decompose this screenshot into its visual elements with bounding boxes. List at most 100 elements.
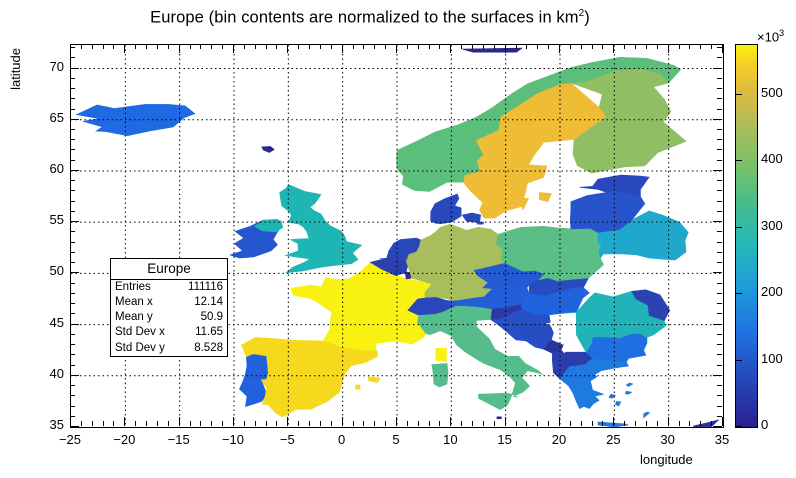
x-axis-tick-label: 0 bbox=[338, 432, 346, 447]
color-scale-bar bbox=[735, 44, 758, 428]
y-axis-tick-label: 60 bbox=[49, 160, 64, 176]
x-axis-label: longitude bbox=[640, 452, 693, 467]
statistics-key: Mean x bbox=[115, 295, 153, 308]
map-region-bosnia bbox=[512, 322, 554, 350]
y-axis-tick bbox=[70, 221, 79, 223]
x-axis-tick-top bbox=[656, 44, 658, 49]
x-axis-tick-label: −25 bbox=[58, 432, 82, 447]
statistics-key: Std Dev x bbox=[115, 326, 165, 339]
x-axis-tick-top bbox=[722, 44, 723, 53]
statistics-row: Mean y 50.9 bbox=[111, 310, 227, 325]
x-axis-tick-top bbox=[243, 44, 245, 49]
map-region-denmark bbox=[477, 221, 485, 225]
y-axis-tick-right bbox=[717, 210, 722, 212]
x-axis-tick-top bbox=[70, 44, 71, 53]
europe-choropleth-map bbox=[75, 47, 720, 427]
x-axis-tick-top bbox=[700, 44, 702, 49]
y-axis-tick bbox=[70, 47, 75, 49]
map-region-italy bbox=[478, 392, 513, 410]
x-axis-tick-top bbox=[537, 44, 539, 49]
y-axis-tick bbox=[70, 374, 79, 376]
x-axis-tick bbox=[700, 421, 702, 426]
map-region-finland bbox=[570, 68, 687, 174]
color-scale-tick-label: 300 bbox=[761, 217, 783, 233]
y-axis-tick bbox=[70, 129, 75, 130]
x-axis-tick bbox=[276, 421, 278, 426]
map-region-italy bbox=[417, 305, 543, 398]
x-axis-tick-label: −20 bbox=[113, 432, 136, 447]
y-axis-tick bbox=[70, 159, 75, 161]
map-region-norway bbox=[396, 56, 682, 192]
y-axis-tick-right bbox=[713, 272, 722, 274]
y-axis-tick-right bbox=[717, 262, 722, 264]
x-axis-tick-top bbox=[265, 44, 267, 49]
y-axis-tick-right bbox=[717, 364, 722, 366]
x-axis-tick-label: 25 bbox=[606, 432, 621, 447]
x-axis-tick-label: −5 bbox=[279, 432, 295, 447]
x-axis-tick bbox=[80, 421, 82, 426]
x-axis-tick-top bbox=[602, 44, 604, 49]
y-axis-tick-label: 35 bbox=[49, 417, 64, 432]
map-region-united-kingdom bbox=[254, 219, 284, 233]
y-axis-tick-right bbox=[717, 57, 722, 59]
x-axis-tick bbox=[189, 421, 191, 426]
y-axis-tick-right bbox=[717, 47, 722, 49]
x-axis-tick-top bbox=[319, 44, 321, 49]
y-axis-tick-right bbox=[717, 139, 722, 141]
x-axis-tick-top bbox=[613, 44, 615, 53]
x-axis-tick bbox=[233, 417, 234, 426]
map-region-greece bbox=[608, 393, 617, 399]
x-axis-tick bbox=[537, 421, 539, 426]
y-axis-tick bbox=[70, 333, 75, 335]
color-scale-tick bbox=[735, 226, 742, 228]
color-scale-tick-label: 500 bbox=[761, 84, 783, 100]
x-axis-tick bbox=[178, 417, 180, 426]
y-axis-tick-right bbox=[717, 98, 722, 100]
x-axis-tick bbox=[102, 421, 104, 426]
y-axis-tick bbox=[70, 323, 79, 325]
y-axis-tick bbox=[70, 415, 75, 417]
x-axis-tick bbox=[254, 421, 256, 426]
y-axis-tick-right bbox=[717, 129, 722, 130]
x-axis-tick-top bbox=[374, 44, 376, 49]
x-axis-tick bbox=[309, 421, 311, 426]
map-region-sweden bbox=[520, 197, 529, 211]
map-region-greece bbox=[615, 401, 622, 407]
y-axis-tick-right bbox=[717, 88, 722, 90]
y-axis-tick-right bbox=[717, 385, 722, 387]
y-axis-tick bbox=[70, 57, 75, 59]
color-scale-tick bbox=[735, 293, 742, 295]
x-axis-tick-top bbox=[504, 44, 506, 53]
y-axis-tick-right bbox=[713, 323, 722, 325]
x-axis-tick-top bbox=[156, 44, 158, 49]
x-axis-tick-label: 20 bbox=[551, 432, 567, 447]
y-axis-tick-right bbox=[717, 313, 722, 315]
y-axis-tick-right bbox=[713, 169, 722, 171]
y-axis-tick bbox=[70, 282, 75, 284]
x-axis-tick bbox=[580, 421, 582, 426]
y-axis-tick-label: 55 bbox=[49, 212, 64, 228]
y-axis-tick bbox=[70, 88, 75, 90]
x-axis-tick bbox=[711, 421, 713, 426]
x-axis-tick bbox=[569, 421, 571, 426]
x-axis-tick-top bbox=[678, 44, 680, 49]
x-axis-tick-top bbox=[211, 44, 213, 49]
x-axis-tick-top bbox=[178, 44, 180, 53]
map-region-greece bbox=[597, 421, 629, 427]
y-axis-tick-right bbox=[713, 374, 722, 376]
x-axis-tick bbox=[91, 421, 93, 426]
x-axis-tick bbox=[243, 421, 245, 426]
x-axis-tick-top bbox=[515, 44, 517, 49]
x-axis-tick-top bbox=[135, 44, 137, 49]
color-scale-tick-label: 400 bbox=[761, 151, 783, 167]
map-region-spain bbox=[355, 384, 361, 390]
x-axis-tick-top bbox=[287, 44, 289, 53]
statistics-key: Entries bbox=[115, 280, 151, 293]
x-axis-tick bbox=[678, 421, 680, 426]
plot-frame bbox=[70, 44, 724, 428]
y-axis-tick bbox=[70, 190, 75, 192]
x-axis-tick bbox=[146, 421, 148, 426]
x-axis-tick bbox=[265, 421, 267, 426]
x-axis-tick-top bbox=[352, 44, 354, 49]
x-axis-tick bbox=[722, 417, 723, 426]
